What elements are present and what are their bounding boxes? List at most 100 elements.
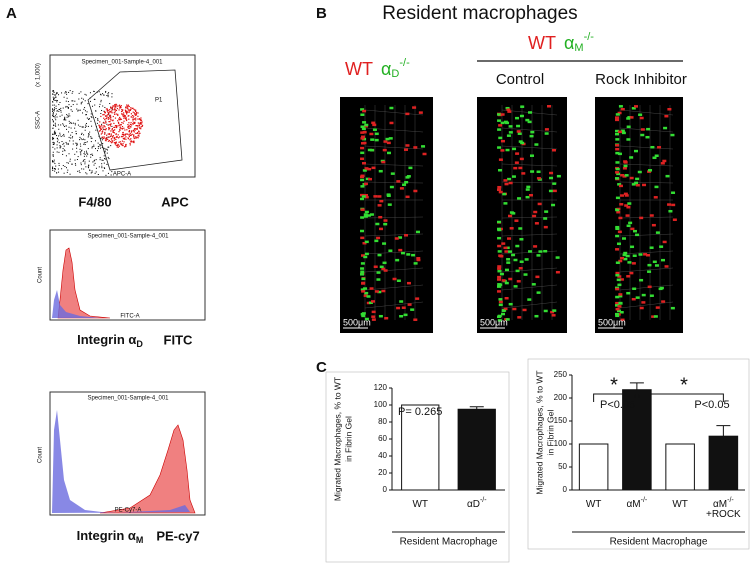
flow-histogram: Specimen_001-Sample-4_001 Count PE-Cy7-A… xyxy=(38,391,206,545)
cell xyxy=(500,139,505,143)
cell xyxy=(384,316,389,320)
dot xyxy=(119,129,121,131)
dot xyxy=(114,104,116,106)
cell xyxy=(652,156,657,160)
dot xyxy=(52,160,54,162)
cell xyxy=(413,189,418,193)
dot xyxy=(62,153,64,155)
dot xyxy=(69,115,71,117)
dot xyxy=(62,143,64,145)
dot xyxy=(91,153,93,155)
dot xyxy=(121,128,123,130)
dot xyxy=(110,119,112,121)
dot xyxy=(86,152,88,154)
dot xyxy=(80,133,82,135)
cell xyxy=(362,109,367,113)
cell xyxy=(653,315,658,318)
dot xyxy=(111,93,113,95)
x-tick-label-part: -/- xyxy=(727,497,734,504)
cell xyxy=(399,187,404,190)
dot xyxy=(79,143,81,145)
dot xyxy=(104,111,106,113)
dot xyxy=(54,96,56,98)
cell xyxy=(386,193,391,196)
dot xyxy=(99,130,101,132)
dot xyxy=(135,125,137,127)
dot xyxy=(136,111,138,114)
dot xyxy=(52,169,54,171)
cell xyxy=(667,203,672,206)
dot xyxy=(93,164,95,166)
cell xyxy=(631,262,636,265)
cell xyxy=(508,302,513,306)
dot xyxy=(63,142,65,144)
dot xyxy=(74,127,76,129)
dot xyxy=(57,139,59,141)
bar xyxy=(622,389,652,491)
dot xyxy=(135,114,137,116)
x-tick-label: WT xyxy=(412,499,428,510)
cell xyxy=(661,300,666,303)
cell xyxy=(362,169,367,172)
dot xyxy=(92,161,94,163)
dot xyxy=(135,117,137,119)
cell xyxy=(385,137,390,141)
cell xyxy=(615,286,620,290)
bar xyxy=(578,443,609,491)
cell xyxy=(555,270,560,274)
dot xyxy=(52,119,54,121)
dot xyxy=(117,143,119,145)
cell xyxy=(392,277,397,281)
dot xyxy=(79,109,81,111)
cell xyxy=(498,300,503,304)
cell xyxy=(517,132,522,135)
cell xyxy=(506,258,511,261)
cell xyxy=(360,216,365,219)
cell xyxy=(646,127,651,131)
dot xyxy=(52,146,54,148)
dot xyxy=(60,136,62,138)
cell xyxy=(620,318,625,322)
cell xyxy=(360,178,365,182)
dot xyxy=(61,92,63,94)
dot xyxy=(102,125,104,127)
dot xyxy=(66,114,68,116)
cell xyxy=(544,132,549,135)
dot xyxy=(100,133,102,135)
dot xyxy=(84,107,86,109)
dot xyxy=(54,99,56,101)
dot xyxy=(81,150,83,152)
dot xyxy=(52,104,54,106)
dot xyxy=(54,163,56,165)
dot xyxy=(94,104,96,106)
dot xyxy=(118,119,121,121)
cell xyxy=(514,161,519,164)
cell xyxy=(533,210,538,214)
cell xyxy=(623,192,628,196)
dot xyxy=(67,107,69,109)
dot xyxy=(68,126,70,128)
cell xyxy=(364,291,369,295)
dot xyxy=(61,168,63,170)
cell xyxy=(616,172,621,176)
dot xyxy=(131,133,133,135)
dot xyxy=(74,124,76,126)
cell xyxy=(621,131,626,135)
cell xyxy=(363,213,368,216)
dot xyxy=(52,93,54,95)
dot xyxy=(126,104,128,106)
dot xyxy=(54,108,56,110)
grid xyxy=(501,127,558,133)
dot xyxy=(137,122,139,124)
cell xyxy=(508,181,513,185)
dot xyxy=(128,136,130,138)
legend: WT αM-/- xyxy=(528,31,594,54)
dot xyxy=(52,137,54,139)
dot xyxy=(123,120,125,122)
dot xyxy=(111,107,114,109)
dot xyxy=(117,114,119,117)
dot xyxy=(129,134,132,137)
dot xyxy=(113,132,116,134)
dot xyxy=(110,130,112,132)
dot xyxy=(130,116,133,118)
